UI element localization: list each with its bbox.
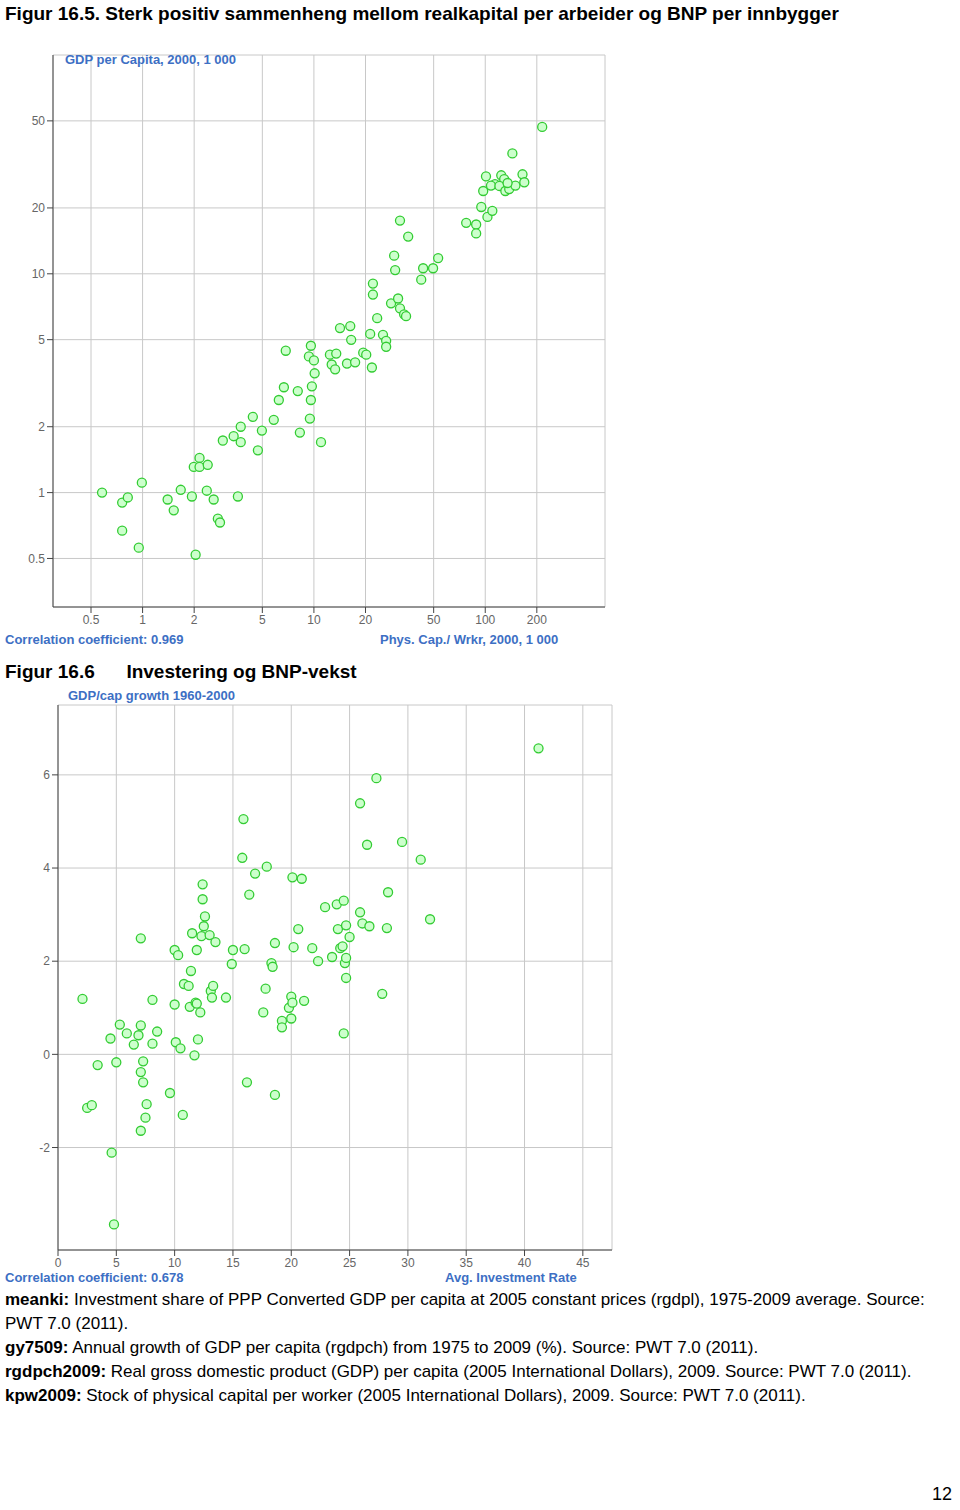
svg-text:10: 10 [168,1256,182,1270]
svg-text:10: 10 [307,613,321,627]
html-text:meanki: Investment share of PP: meanki: Investment share of PPP Converte… [5,1290,925,1333]
html-text:kpw2009: Stock of physical cap: kpw2009: Stock of physical capital per w… [5,1386,806,1405]
svg-text:20: 20 [32,201,46,215]
svg-text:5: 5 [259,613,266,627]
html-text:gy7509: Annual growth of GDP p: gy7509: Annual growth of GDP per capita … [5,1338,759,1357]
svg-text:20: 20 [285,1256,299,1270]
svg-text:40: 40 [518,1256,532,1270]
svg-text:50: 50 [32,114,46,128]
svg-text:2: 2 [191,613,198,627]
html-text:12: 12 [932,1484,952,1504]
html-text:rgdpch2009: Real gross domesti: rgdpch2009: Real gross domestic product … [5,1362,912,1381]
html-text:GDP/cap growth 1960-2000: GDP/cap growth 1960-2000 [68,688,235,703]
html-text:Correlation coefficient: 0.678: Correlation coefficient: 0.678 [5,1270,184,1285]
svg-text:0: 0 [55,1256,62,1270]
svg-text:50: 50 [427,613,441,627]
svg-text:6: 6 [43,768,50,782]
html-text:Correlation coefficient: 0.969: Correlation coefficient: 0.969 [5,632,184,647]
svg-text:5: 5 [113,1256,120,1270]
svg-text:1: 1 [139,613,146,627]
svg-text:200: 200 [527,613,547,627]
svg-text:1: 1 [38,486,45,500]
svg-text:30: 30 [401,1256,415,1270]
html-text:Figur 16.5. Sterk positiv samm: Figur 16.5. Sterk positiv sammenheng mel… [5,3,839,24]
svg-text:0.5: 0.5 [83,613,100,627]
svg-text:45: 45 [576,1256,590,1270]
html-text:Phys. Cap./ Wrkr, 2000, 1 000: Phys. Cap./ Wrkr, 2000, 1 000 [380,632,559,647]
svg-text:100: 100 [475,613,495,627]
svg-text:35: 35 [460,1256,474,1270]
svg-text:0.5: 0.5 [28,552,45,566]
svg-text:10: 10 [32,267,46,281]
svg-text:2: 2 [38,420,45,434]
svg-text:15: 15 [226,1256,240,1270]
svg-text:4: 4 [43,861,50,875]
svg-text:2: 2 [43,954,50,968]
html-text:Figur 16.6 Investering og BNP-: Figur 16.6 Investering og BNP-vekst [5,661,357,682]
svg-text:0: 0 [43,1048,50,1062]
html-text:GDP per Capita, 2000, 1 000: GDP per Capita, 2000, 1 000 [65,52,236,67]
svg-text:20: 20 [359,613,373,627]
svg-text:-2: -2 [39,1141,50,1155]
svg-text:5: 5 [38,333,45,347]
svg-text:25: 25 [343,1256,357,1270]
html-text:Avg. Investment Rate: Avg. Investment Rate [445,1270,577,1285]
